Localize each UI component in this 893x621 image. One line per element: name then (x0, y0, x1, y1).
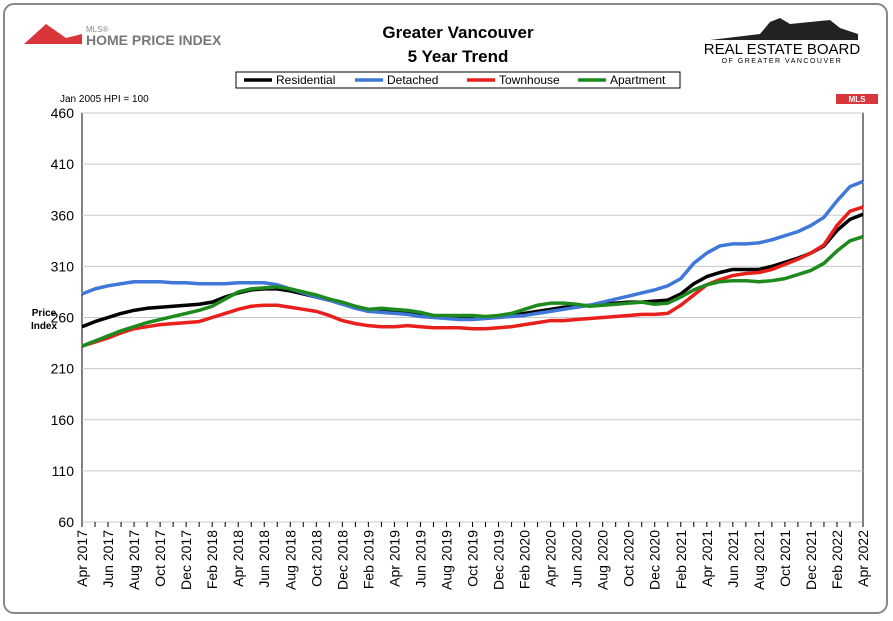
x-tick-label: Apr 2022 (855, 530, 871, 587)
logo-left: HOME PRICE INDEX (86, 32, 222, 48)
x-tick-label: Oct 2018 (308, 530, 324, 587)
y-axis-label-text: Price Index (31, 308, 58, 332)
x-tick-label: Dec 2018 (334, 530, 350, 590)
x-tick-label: Jun 2017 (100, 530, 116, 588)
x-tick-label: Apr 2018 (230, 530, 246, 587)
series-line (81, 179, 864, 322)
chart-title: Greater Vancouver (382, 23, 534, 42)
y-tick-label: 410 (51, 156, 75, 172)
series-line (81, 212, 864, 329)
series-line (81, 205, 864, 348)
x-tick-label: Jun 2018 (256, 530, 272, 588)
x-tick-label: Oct 2019 (465, 530, 481, 587)
x-tick-label: Jun 2020 (569, 530, 585, 588)
x-tick-label: Dec 2021 (803, 530, 819, 590)
x-tick-label: Apr 2020 (543, 530, 559, 587)
y-tick-label: 60 (58, 514, 74, 530)
y-tick-label: 110 (52, 463, 75, 479)
legend-label: Townhouse (499, 73, 560, 87)
chart-subtitle: 5 Year Trend (408, 47, 509, 66)
x-tick-label: Feb 2022 (829, 530, 845, 589)
logo-right: REAL ESTATE BOARD (704, 41, 861, 58)
x-tick-label: Feb 2019 (360, 530, 376, 589)
y-tick-label: 310 (51, 258, 75, 274)
logo-left-top: MLS® (86, 25, 108, 34)
x-tick-label: Aug 2018 (282, 530, 298, 590)
x-tick-label: Aug 2020 (595, 530, 611, 590)
x-tick-label: Dec 2017 (178, 530, 194, 590)
x-tick-label: Oct 2021 (777, 530, 793, 587)
x-tick-label: Aug 2021 (751, 530, 767, 590)
legend-label: Residential (276, 73, 335, 87)
x-tick-label: Feb 2018 (204, 530, 220, 589)
x-tick-label: Feb 2021 (673, 530, 689, 589)
x-tick-label: Jun 2019 (412, 530, 428, 588)
logo-right-sub: OF GREATER VANCOUVER (722, 58, 843, 65)
legend-label: Detached (387, 73, 438, 87)
x-tick-label: Oct 2017 (152, 530, 168, 587)
x-tick-label: Jun 2021 (725, 530, 741, 588)
legend-label: Apartment (610, 73, 666, 87)
x-tick-label: Apr 2021 (699, 530, 715, 587)
x-tick-label: Dec 2019 (491, 530, 507, 590)
y-axis-label: Price Index (31, 308, 58, 332)
y-tick-label: 210 (51, 361, 75, 377)
x-tick-label: Oct 2020 (621, 530, 637, 587)
x-tick-label: Aug 2019 (438, 530, 454, 590)
x-tick-label: Feb 2020 (517, 530, 533, 589)
x-tick-label: Aug 2017 (126, 530, 142, 590)
logo-icon (24, 24, 82, 44)
badge-box (836, 94, 878, 104)
series-line (81, 235, 864, 348)
logo-skyline (710, 18, 858, 40)
y-tick-label: 160 (51, 412, 75, 428)
y-tick-label: 460 (51, 105, 75, 121)
note: Jan 2005 HPI = 100 (60, 94, 149, 105)
badge: MLS (849, 95, 867, 104)
y-tick-label: 260 (51, 310, 75, 326)
x-tick-label: Dec 2020 (647, 530, 663, 590)
frame (3, 3, 888, 614)
legend (235, 71, 681, 89)
y-axis-label-line: Index (31, 321, 58, 332)
x-tick-label: Apr 2019 (386, 530, 402, 587)
y-tick-label: 360 (51, 207, 75, 223)
y-axis-label-line: Price (32, 308, 57, 319)
x-tick-label: Apr 2017 (74, 530, 90, 587)
